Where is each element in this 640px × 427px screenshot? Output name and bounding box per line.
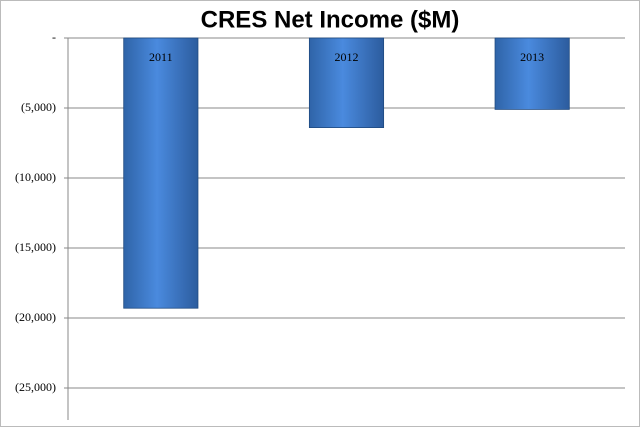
chart-title: CRES Net Income ($M) bbox=[201, 6, 460, 33]
y-tick-label: (5,000) bbox=[21, 100, 56, 114]
bar bbox=[123, 37, 199, 309]
bar bbox=[308, 37, 385, 128]
y-tick-label: (20,000) bbox=[15, 310, 56, 324]
x-tick-label: 2012 bbox=[335, 50, 359, 64]
y-tick-label: - bbox=[52, 30, 56, 44]
y-tick-label: (25,000) bbox=[15, 380, 56, 394]
y-tick-label: (10,000) bbox=[15, 170, 56, 184]
y-tick-label: (15,000) bbox=[15, 240, 56, 254]
bar bbox=[494, 37, 570, 110]
x-tick-label: 2013 bbox=[520, 50, 544, 64]
x-tick-label: 2011 bbox=[149, 50, 173, 64]
